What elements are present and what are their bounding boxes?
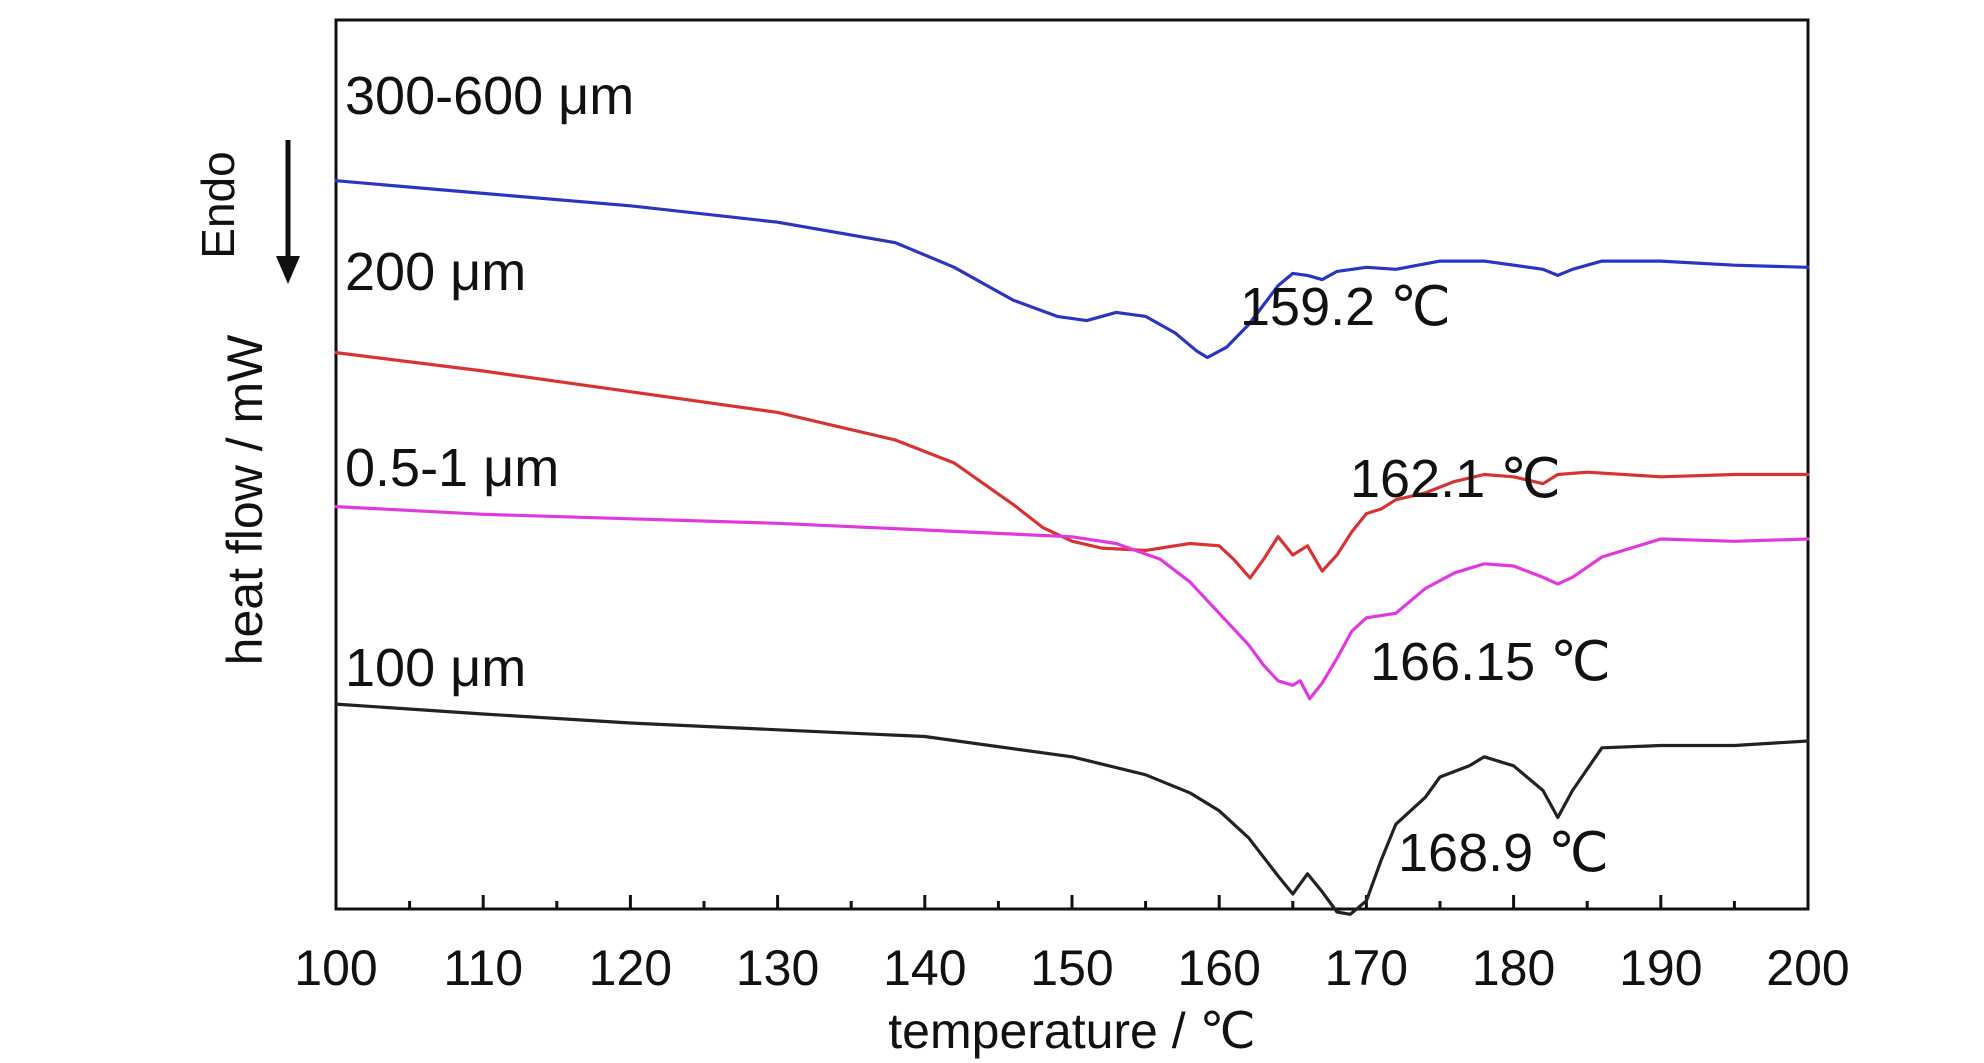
x-tick-label: 190 — [1619, 940, 1702, 996]
endo-label: Endo — [192, 151, 244, 258]
series-line — [334, 351, 1810, 580]
series-name-label: 200 μm — [345, 242, 526, 302]
x-tick-label: 130 — [736, 940, 819, 996]
series-line — [334, 179, 1810, 360]
series-name-label: 300-600 μm — [345, 66, 634, 126]
labels-group: 300-600 μm 159.2 ℃ 200 μm 162.1 ℃ 0.5-1 μm 16… — [345, 66, 1611, 883]
peak-temperature-label: 162.1 ℃ — [1350, 449, 1561, 509]
x-tick-label: 170 — [1325, 940, 1408, 996]
x-tick-label: 140 — [883, 940, 966, 996]
peak-temperature-label: 159.2 ℃ — [1240, 277, 1451, 337]
series-line — [334, 505, 1810, 701]
x-axis: 100 110 120 130 140 150 160 170 180 190 200 — [294, 895, 1850, 996]
peak-temperature-label: 168.9 ℃ — [1398, 823, 1609, 883]
y-axis-title: heat flow / mW — [217, 334, 273, 665]
series-name-label: 0.5-1 μm — [345, 438, 559, 498]
endo-arrow — [276, 140, 300, 284]
series-name-label: 100 μm — [345, 638, 526, 698]
x-tick-label: 150 — [1030, 940, 1113, 996]
series-line — [334, 702, 1810, 916]
x-axis-title: temperature / ℃ — [888, 1003, 1255, 1059]
x-tick-label: 120 — [589, 940, 672, 996]
series-group — [334, 179, 1810, 916]
x-tick-label: 200 — [1766, 940, 1849, 996]
x-tick-label: 180 — [1472, 940, 1555, 996]
x-tick-label: 160 — [1177, 940, 1260, 996]
x-tick-label: 110 — [443, 940, 523, 996]
x-tick-label: 100 — [294, 940, 377, 996]
peak-temperature-label: 166.15 ℃ — [1370, 632, 1611, 692]
